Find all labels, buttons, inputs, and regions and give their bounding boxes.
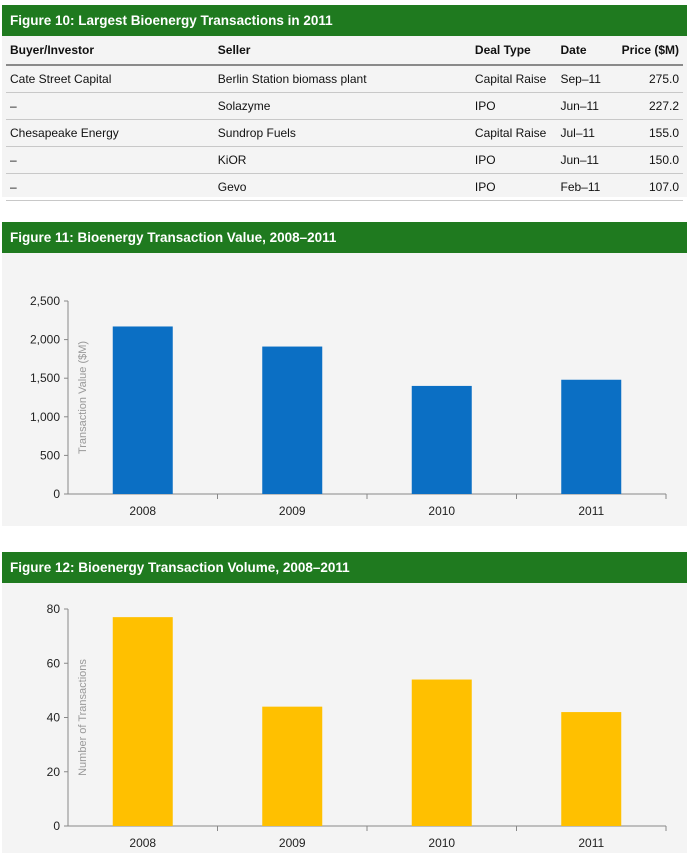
col-buyer: Buyer/Investor xyxy=(6,36,214,66)
col-deal-type: Deal Type xyxy=(470,36,557,66)
y-tick-label: 500 xyxy=(40,448,60,462)
cell-price: 107.0 xyxy=(617,173,683,201)
cell-deal-type: Capital Raise xyxy=(470,65,557,93)
bar-2010 xyxy=(411,679,472,826)
table-row: Chesapeake Energy Sundrop Fuels Capital … xyxy=(6,119,683,147)
bar-2009 xyxy=(262,706,323,826)
x-tick-label: 2009 xyxy=(279,504,306,518)
cell-date: Jun–11 xyxy=(556,92,618,120)
bar-2011 xyxy=(561,712,622,826)
table-header-row: Buyer/Investor Seller Deal Type Date Pri… xyxy=(6,36,683,66)
col-seller: Seller xyxy=(213,36,471,66)
figure-10-title: Figure 10: Largest Bioenergy Transaction… xyxy=(2,5,687,36)
cell-buyer: – xyxy=(6,146,214,174)
figure-11-panel: Figure 11: Bioenergy Transaction Value, … xyxy=(2,222,687,526)
bar-2009 xyxy=(262,346,323,494)
figure-12-title: Figure 12: Bioenergy Transaction Volume,… xyxy=(2,552,687,583)
x-tick-label: 2008 xyxy=(129,504,156,518)
y-tick-label: 40 xyxy=(47,711,61,725)
cell-buyer: Cate Street Capital xyxy=(6,65,214,93)
cell-deal-type: IPO xyxy=(470,146,557,174)
cell-deal-type: IPO xyxy=(470,173,557,201)
transaction-value-chart: 0 500 1,000 1,500 2,000 2,500 Transaction Valu… xyxy=(30,294,667,518)
table-row: – Gevo IPO Feb–11 107.0 xyxy=(6,173,683,201)
cell-seller: Sundrop Fuels xyxy=(213,119,471,147)
cell-buyer: Chesapeake Energy xyxy=(6,119,214,147)
x-tick-label: 2010 xyxy=(428,504,455,518)
y-tick-label: 80 xyxy=(47,602,61,616)
transactions-table: Buyer/Investor Seller Deal Type Date Pri… xyxy=(6,36,683,201)
x-tick-label: 2011 xyxy=(578,504,604,518)
bar-2010 xyxy=(411,385,472,494)
cell-buyer: – xyxy=(6,92,214,120)
cell-buyer: – xyxy=(6,173,214,201)
bar-2011 xyxy=(561,379,622,494)
cell-seller: Solazyme xyxy=(213,92,471,120)
cell-price: 227.2 xyxy=(617,92,683,120)
col-date: Date xyxy=(556,36,618,66)
table-row: – Solazyme IPO Jun–11 227.2 xyxy=(6,92,683,120)
y-axis-label: Number of Transactions xyxy=(77,659,89,776)
figure-11-title: Figure 11: Bioenergy Transaction Value, … xyxy=(2,222,687,253)
bar-2008 xyxy=(112,326,173,494)
bar-2008 xyxy=(112,617,173,826)
y-tick-label: 0 xyxy=(53,819,60,833)
y-tick-label: 2,500 xyxy=(30,294,60,308)
col-price: Price ($M) xyxy=(617,36,683,66)
cell-seller: Berlin Station biomass plant xyxy=(213,65,471,93)
table-row: Cate Street Capital Berlin Station bioma… xyxy=(6,65,683,93)
y-tick-label: 0 xyxy=(53,487,60,501)
cell-price: 150.0 xyxy=(617,146,683,174)
cell-date: Sep–11 xyxy=(556,65,618,93)
transaction-volume-chart: 0 20 40 60 80 Number of Transactions 2008 2009 2… xyxy=(47,602,667,850)
cell-price: 155.0 xyxy=(617,119,683,147)
y-tick-label: 20 xyxy=(47,765,61,779)
x-tick-label: 2009 xyxy=(279,836,306,850)
cell-deal-type: Capital Raise xyxy=(470,119,557,147)
figure-12-panel: Figure 12: Bioenergy Transaction Volume,… xyxy=(2,552,687,853)
x-tick-label: 2010 xyxy=(428,836,455,850)
x-tick-label: 2011 xyxy=(578,836,604,850)
y-tick-label: 60 xyxy=(47,656,61,670)
cell-date: Feb–11 xyxy=(556,173,618,201)
cell-price: 275.0 xyxy=(617,65,683,93)
cell-date: Jun–11 xyxy=(556,146,618,174)
cell-seller: KiOR xyxy=(213,146,471,174)
y-tick-label: 2,000 xyxy=(30,333,60,347)
y-axis-label: Transaction Value ($M) xyxy=(77,341,89,454)
cell-date: Jul–11 xyxy=(556,119,618,147)
figure-10-panel: Figure 10: Largest Bioenergy Transaction… xyxy=(2,5,687,201)
table-row: – KiOR IPO Jun–11 150.0 xyxy=(6,146,683,174)
y-tick-label: 1,500 xyxy=(30,371,60,385)
y-tick-label: 1,000 xyxy=(30,410,60,424)
cell-deal-type: IPO xyxy=(470,92,557,120)
x-tick-label: 2008 xyxy=(129,836,156,850)
cell-seller: Gevo xyxy=(213,173,471,201)
